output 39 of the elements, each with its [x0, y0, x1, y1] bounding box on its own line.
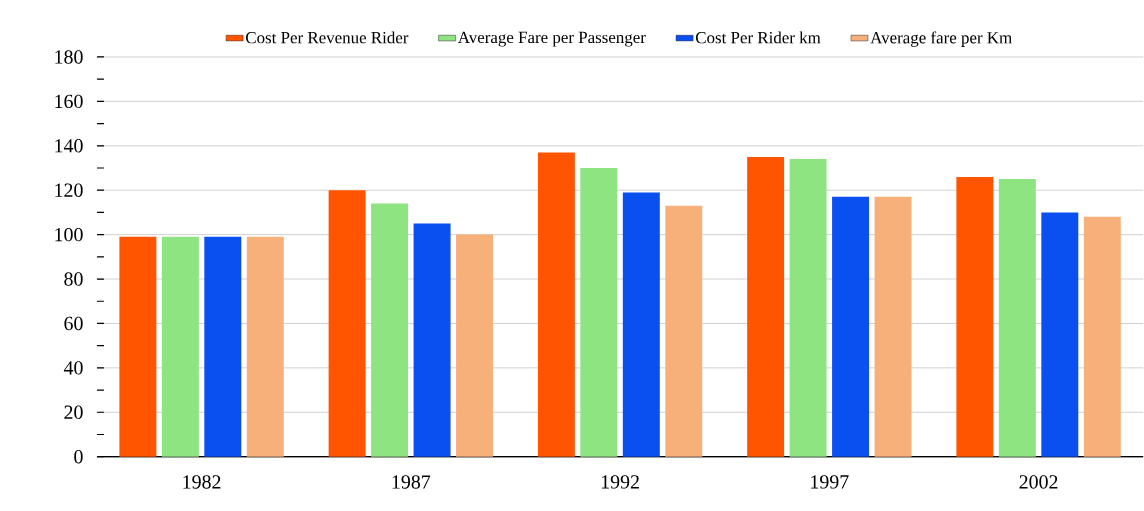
y-tick-label: 180: [55, 50, 83, 64]
bar: [789, 159, 827, 457]
bar: [371, 203, 409, 457]
x-tick-label: 1992: [601, 475, 639, 489]
legend-label: Average Fare per Passenger: [457, 31, 646, 47]
x-tick-label: 2002: [1019, 475, 1058, 489]
bar: [328, 190, 366, 457]
bar: [747, 157, 785, 457]
y-tick-label: 0: [74, 450, 83, 464]
bar: [665, 205, 703, 457]
legend-label: Cost Per Rider km: [695, 31, 821, 44]
bar: [1083, 217, 1121, 457]
bar: [998, 179, 1036, 457]
bar: [580, 168, 618, 457]
bar: [119, 237, 157, 457]
x-tick-label: 1982: [183, 475, 221, 489]
bar: [161, 237, 199, 457]
bar: [413, 223, 451, 457]
bar: [874, 197, 912, 457]
y-tick-label: 120: [55, 183, 83, 198]
bar: [832, 197, 870, 457]
y-tick-label: 140: [55, 139, 83, 153]
y-tick-label: 40: [63, 361, 83, 375]
bar: [537, 152, 575, 457]
bar: [956, 177, 994, 457]
x-tick-label: 1987: [392, 475, 431, 489]
bar: [456, 234, 494, 457]
bar: [622, 192, 660, 457]
y-tick-label: 20: [64, 405, 83, 420]
bar: [246, 237, 284, 457]
bar: [204, 237, 242, 457]
y-tick-label: 100: [55, 228, 83, 242]
y-tick-label: 80: [64, 272, 83, 286]
y-tick-label: 160: [55, 94, 83, 109]
legend-label: Cost Per Revenue Rider: [246, 31, 409, 44]
bar: [1041, 212, 1079, 457]
y-tick-label: 60: [64, 316, 83, 331]
legend-label: Average fare per Km: [870, 31, 1012, 48]
x-tick-label: 1997: [811, 475, 849, 489]
